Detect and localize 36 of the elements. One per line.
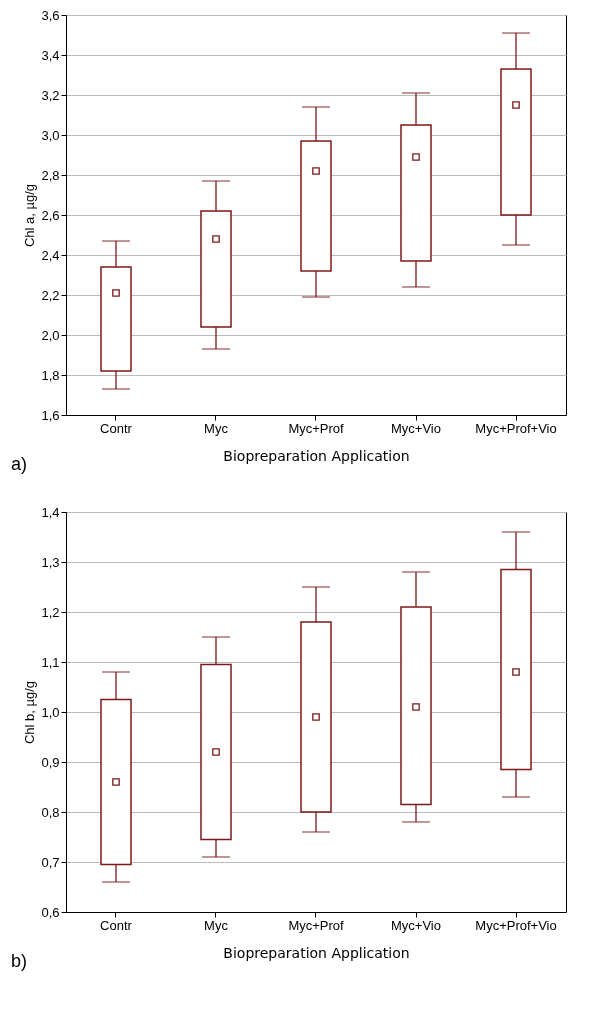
y-tick-label: 2,8 xyxy=(41,167,60,183)
x-tick-label: Myc+Vio xyxy=(391,420,441,436)
y-tick-label: 3,4 xyxy=(41,47,60,63)
y-tick-label: 2,0 xyxy=(41,327,60,343)
x-tick-label: Contr xyxy=(100,420,133,436)
y-tick-label: 3,6 xyxy=(41,7,60,23)
x-tick-label: Myc+Prof xyxy=(288,917,345,933)
x-tick-label: Myc xyxy=(204,917,229,933)
x-tick-label: Contr xyxy=(100,917,133,933)
y-tick-label: 2,4 xyxy=(41,247,60,263)
y-tick-label: 3,2 xyxy=(41,87,60,103)
y-axis-title: Chl b, µg/g xyxy=(22,680,38,745)
y-tick-label: 1,6 xyxy=(41,407,60,423)
y-tick-label: 2,6 xyxy=(41,207,60,223)
y-tick-label: 1,4 xyxy=(41,504,60,520)
x-tick-label: Myc+Prof+Vio xyxy=(475,420,557,436)
x-axis-title: Biopreparation Application xyxy=(223,944,410,961)
y-tick-label: 3,0 xyxy=(41,127,60,143)
y-tick-label: 0,9 xyxy=(41,754,60,770)
x-tick-label: Myc xyxy=(204,420,229,436)
y-tick-label: 1,3 xyxy=(41,554,60,570)
y-tick-label: 1,0 xyxy=(41,704,60,720)
y-axis-title: Chl a, µg/g xyxy=(22,183,38,248)
text: b) xyxy=(11,951,28,971)
y-tick-label: 0,6 xyxy=(41,904,60,920)
y-tick-label: 1,1 xyxy=(41,654,60,670)
y-tick-label: 0,8 xyxy=(41,804,60,820)
y-tick-label: 1,8 xyxy=(41,367,60,383)
y-tick-label: 2,2 xyxy=(41,287,60,303)
y-tick-label: 1,2 xyxy=(41,604,60,620)
x-tick-label: Myc+Vio xyxy=(391,917,441,933)
y-tick-label: 0,7 xyxy=(41,854,60,870)
text: a) xyxy=(11,454,28,474)
x-axis-title: Biopreparation Application xyxy=(223,447,410,464)
x-tick-label: Myc+Prof+Vio xyxy=(475,917,557,933)
x-tick-label: Myc+Prof xyxy=(288,420,345,436)
